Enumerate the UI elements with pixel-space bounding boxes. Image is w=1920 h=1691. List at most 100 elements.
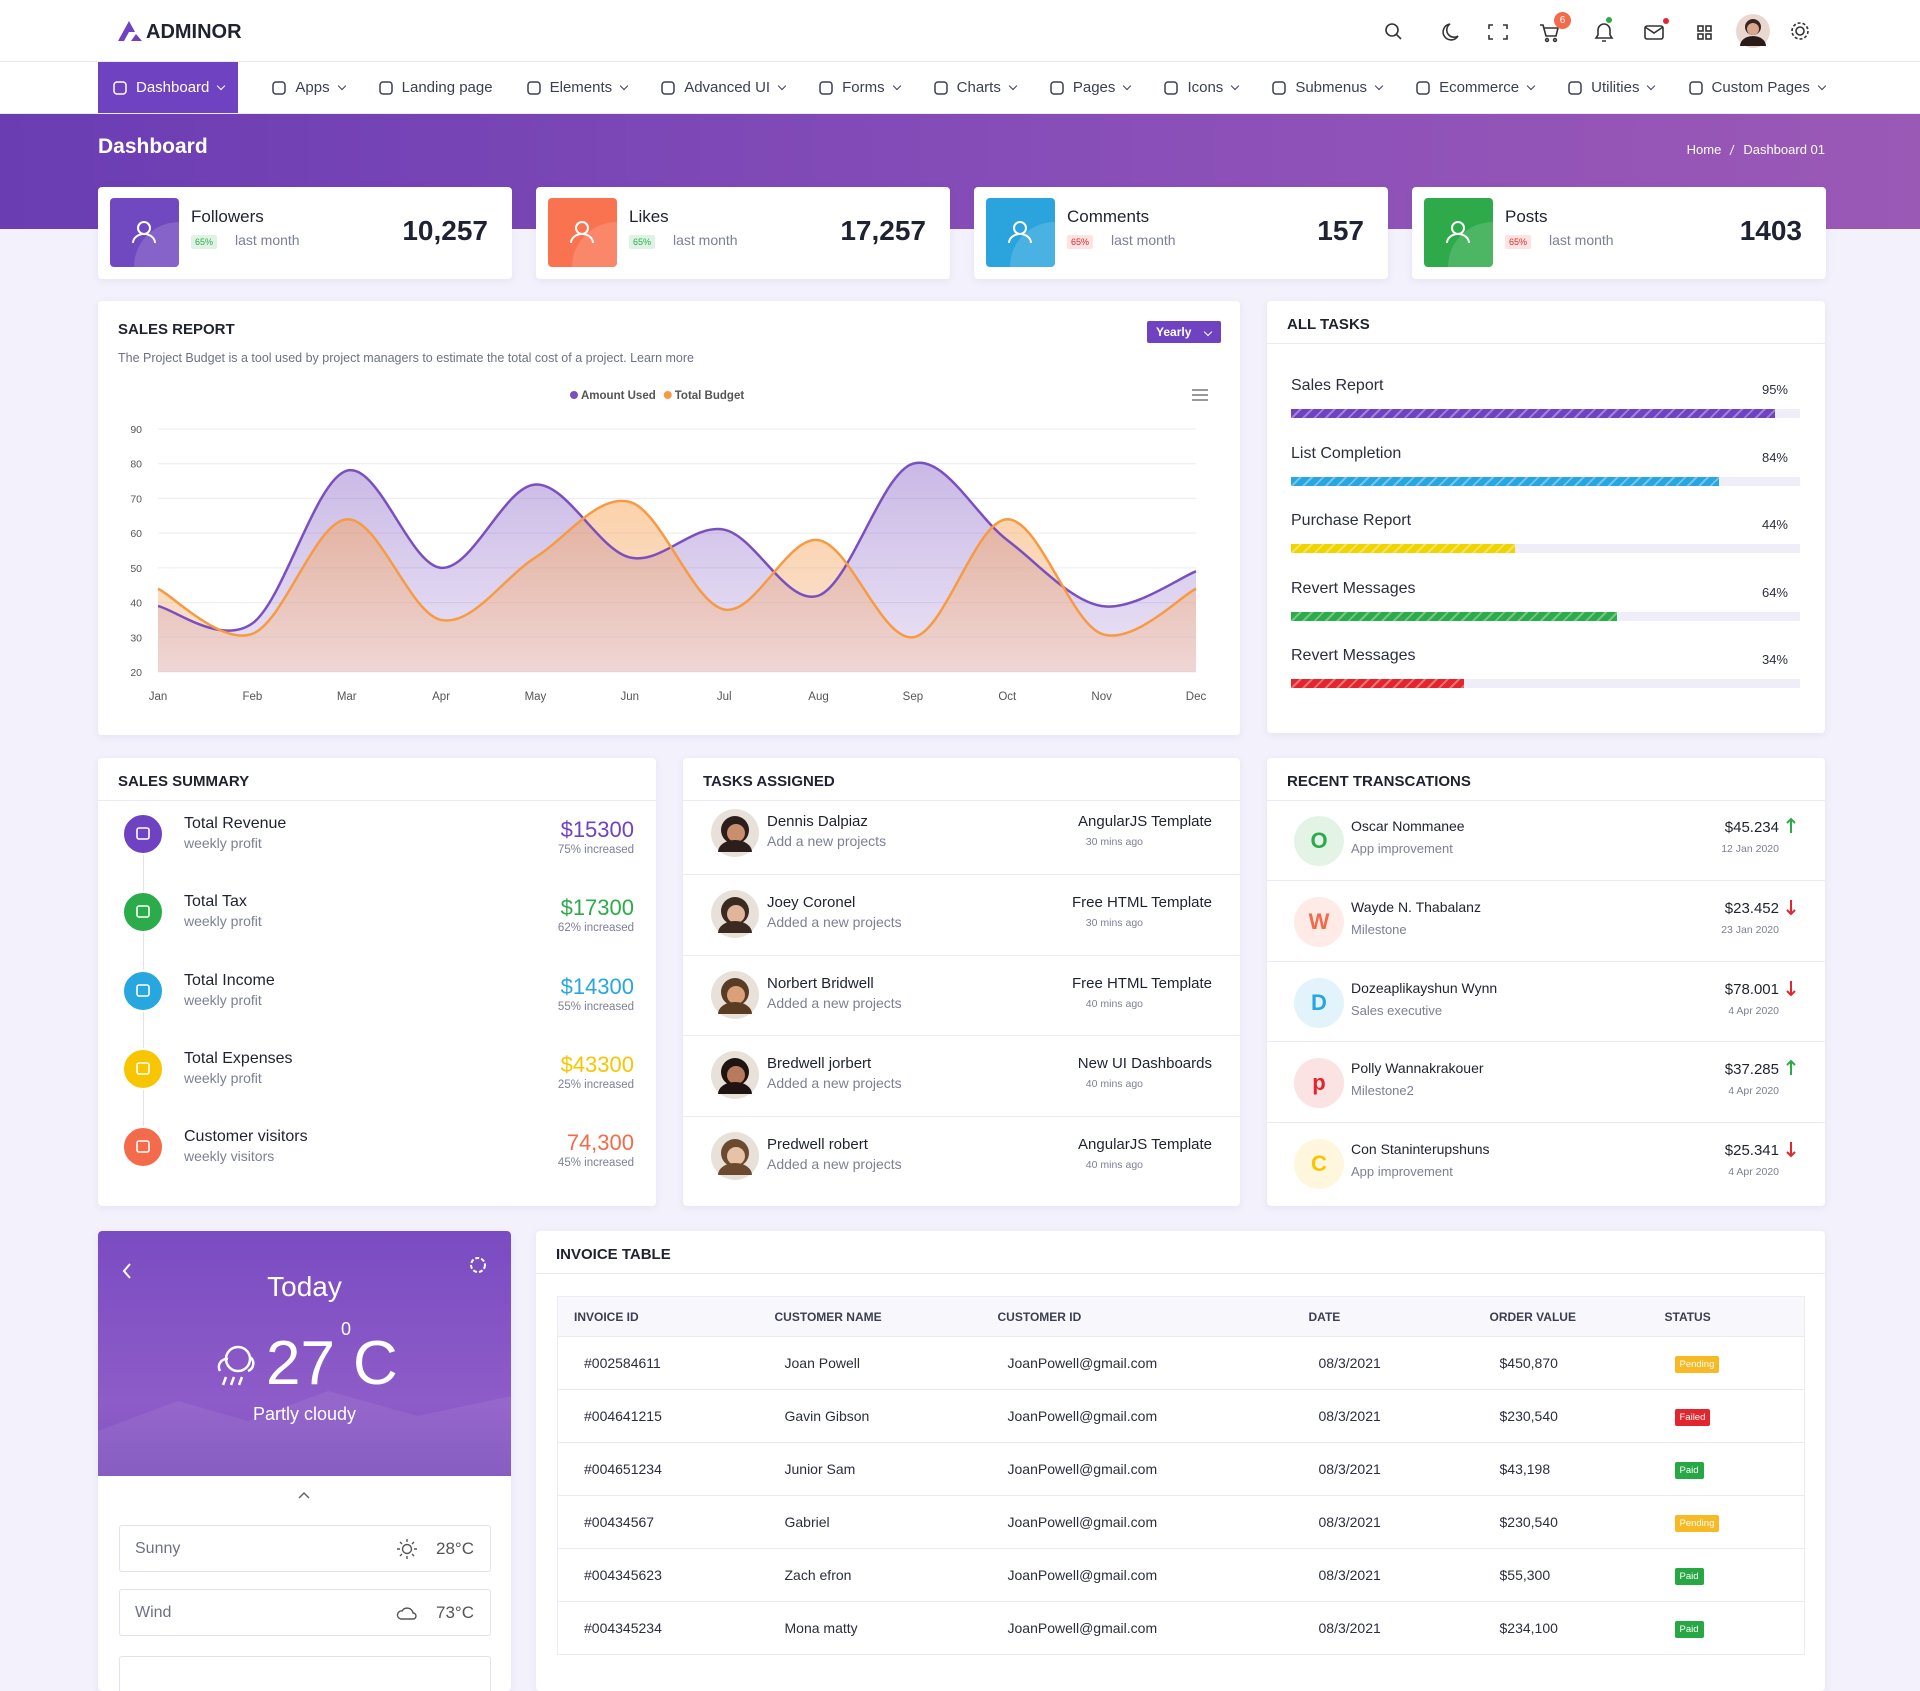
nav-item[interactable]: Forms bbox=[818, 62, 901, 113]
back-arrow[interactable] bbox=[122, 1263, 131, 1279]
table-row: #004345234 Mona matty JoanPowell@gmail.com… bbox=[557, 1601, 1805, 1655]
table-cell: Joan Powell bbox=[784, 1355, 861, 1371]
nav-item[interactable]: Utilities bbox=[1567, 62, 1656, 113]
task-label: Sales Report bbox=[1291, 377, 1384, 394]
stat-label: Comments bbox=[1067, 207, 1150, 226]
progress-bar bbox=[1291, 679, 1465, 688]
header-icons[interactable] bbox=[1380, 16, 1820, 50]
table-cell: #00434567 bbox=[584, 1514, 655, 1530]
nav-item[interactable]: Charts bbox=[933, 62, 1018, 113]
nav-label[interactable]: Utilities bbox=[1591, 79, 1640, 96]
weather-decor bbox=[98, 1257, 511, 1476]
status-badge: Paid bbox=[1674, 1461, 1704, 1479]
task-label: List Completion bbox=[1291, 444, 1402, 462]
initial-avatar: W bbox=[1294, 896, 1344, 947]
nav-item[interactable]: Elements bbox=[526, 62, 629, 113]
nav-label[interactable]: Forms bbox=[842, 79, 885, 96]
initial-avatar: O bbox=[1294, 816, 1344, 866]
row-divider bbox=[683, 1116, 1240, 1118]
nav-caret bbox=[1817, 81, 1827, 90]
transaction-amount: $23.452 bbox=[1724, 899, 1779, 917]
task-time: 30 mins ago bbox=[1085, 836, 1143, 848]
chart-menu[interactable] bbox=[1192, 389, 1208, 401]
assignee-action: Added a new projects bbox=[767, 1156, 902, 1173]
transaction-date: 23 Jan 2020 bbox=[1721, 923, 1779, 936]
legend-label[interactable]: Amount Used bbox=[581, 390, 656, 402]
brand: ADMINOR bbox=[146, 21, 242, 43]
nav-item[interactable]: Dashboard bbox=[98, 62, 239, 113]
task-percent: 44% bbox=[1761, 517, 1788, 532]
card-title: SALES SUMMARY bbox=[118, 773, 250, 790]
row-divider bbox=[683, 954, 1240, 956]
x-tick-label: Jan bbox=[149, 691, 168, 703]
nav-label[interactable]: Ecommerce bbox=[1439, 79, 1520, 96]
nav-item[interactable]: Submenus bbox=[1271, 62, 1384, 113]
nav-label[interactable]: Custom Pages bbox=[1711, 79, 1810, 96]
table-cell: #004651234 bbox=[584, 1461, 662, 1477]
nav-label[interactable]: Landing page bbox=[401, 79, 493, 96]
transaction-date: 12 Jan 2020 bbox=[1721, 843, 1779, 855]
avatar bbox=[711, 1051, 759, 1100]
nav-label[interactable]: Dashboard bbox=[136, 79, 210, 96]
nav-label[interactable]: Advanced UI bbox=[684, 79, 771, 96]
stat-badge: 65% bbox=[629, 235, 656, 249]
nav-item[interactable]: Ecommerce bbox=[1415, 62, 1536, 113]
table-cell: JoanPowell@gmail.com bbox=[1007, 1514, 1158, 1530]
page-title: Dashboard bbox=[98, 135, 208, 158]
nav-item[interactable]: Pages bbox=[1049, 62, 1132, 113]
nav-label[interactable]: Charts bbox=[956, 79, 1001, 96]
table-cell: $55,300 bbox=[1499, 1567, 1551, 1583]
breadcrumb-link[interactable]: Home bbox=[1686, 142, 1722, 157]
nav-item[interactable]: Advanced UI bbox=[660, 62, 787, 113]
all-tasks-card: ALL TASKS Sales Report 95% List Completion 8… bbox=[1267, 301, 1825, 733]
nav-list: Dashboard Apps Landing page Elements Advance… bbox=[98, 62, 1827, 113]
collapse-toggle[interactable] bbox=[297, 1490, 311, 1500]
column-header: CUSTOMER NAME bbox=[774, 1309, 882, 1324]
weather-row: Wind 73°C bbox=[119, 1589, 491, 1636]
transaction-amount: $37.285 bbox=[1724, 1061, 1779, 1079]
table-cell: 08/3/2021 bbox=[1318, 1461, 1381, 1477]
nav-label[interactable]: Elements bbox=[549, 79, 613, 96]
weather-row-label: Sunny bbox=[135, 1540, 181, 1557]
nav-caret bbox=[1123, 81, 1132, 90]
settings-icon[interactable] bbox=[470, 1257, 486, 1273]
legend-label[interactable]: Total Budget bbox=[675, 390, 745, 402]
transaction-role: Milestone bbox=[1351, 921, 1407, 937]
nav-icon bbox=[378, 80, 393, 95]
nav-item[interactable]: Icons bbox=[1163, 62, 1240, 113]
filter-button[interactable]: Yearly bbox=[1147, 321, 1222, 343]
x-tick-label: Dec bbox=[1186, 691, 1207, 703]
summary-value: $17300 bbox=[560, 895, 634, 921]
stat-icon bbox=[110, 198, 179, 267]
cart-badge: 6 bbox=[1554, 12, 1571, 29]
nav-item[interactable]: Apps bbox=[271, 62, 346, 113]
user-avatar[interactable] bbox=[1735, 12, 1771, 50]
nav-label[interactable]: Pages bbox=[1072, 79, 1116, 96]
nav-label[interactable]: Submenus bbox=[1295, 79, 1368, 96]
summary-label: Total Expenses bbox=[184, 1049, 293, 1067]
y-tick-label: 50 bbox=[130, 563, 142, 575]
weather-degree: 0 bbox=[341, 1319, 352, 1339]
x-tick-label: Apr bbox=[432, 691, 450, 703]
transaction-role: App improvement bbox=[1351, 841, 1453, 856]
summary-sub: weekly visitors bbox=[184, 1148, 275, 1165]
progress-track bbox=[1291, 679, 1800, 688]
summary-label: Total Income bbox=[184, 971, 275, 989]
stat-value: 17,257 bbox=[840, 215, 926, 246]
initial-avatar: D bbox=[1294, 977, 1344, 1028]
status-badge: Paid bbox=[1674, 1620, 1704, 1638]
nav-icon bbox=[1416, 80, 1430, 95]
weather-row-value: 28°C bbox=[436, 1539, 474, 1558]
nav-item[interactable]: Landing page bbox=[378, 62, 493, 113]
transaction-name: Polly Wannakrakouer bbox=[1351, 1060, 1484, 1077]
card-divider bbox=[683, 800, 1240, 801]
nav-label[interactable]: Icons bbox=[1187, 79, 1224, 96]
table-cell: $450,870 bbox=[1499, 1355, 1558, 1371]
nav-label[interactable]: Apps bbox=[295, 79, 330, 96]
table-cell: 08/3/2021 bbox=[1318, 1355, 1381, 1371]
nav-item[interactable]: Custom Pages bbox=[1688, 62, 1827, 113]
table-cell: Junior Sam bbox=[784, 1461, 856, 1477]
transaction-amount: $45.234 bbox=[1724, 819, 1779, 836]
assignee-name: Dennis Dalpiaz bbox=[767, 813, 868, 830]
y-tick-label: 40 bbox=[130, 598, 142, 610]
